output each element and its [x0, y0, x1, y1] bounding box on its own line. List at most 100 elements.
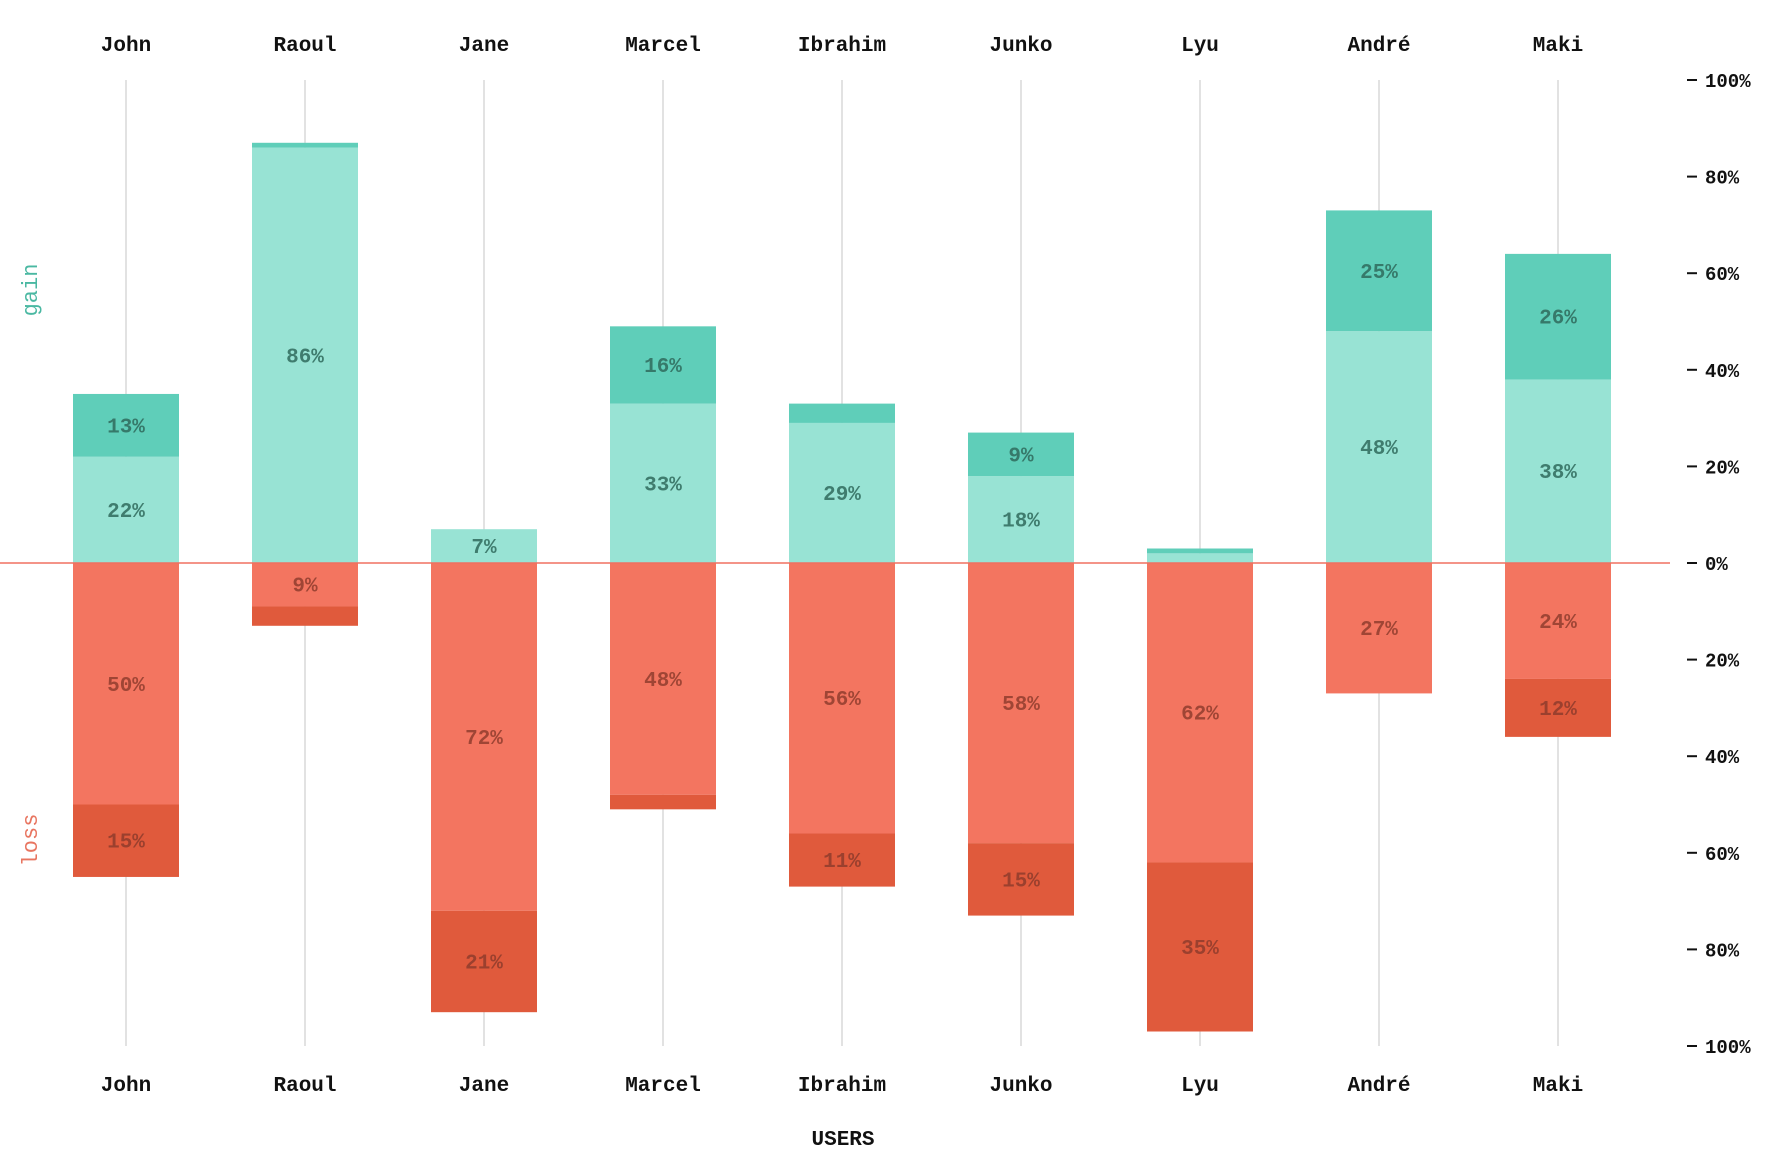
user-label-bottom: Lyu: [1181, 1075, 1219, 1098]
gain-bar-segment: [73, 456, 179, 563]
loss-label: loss: [19, 814, 44, 867]
value-label: 58%: [1002, 694, 1040, 717]
loss-bar-segment: [73, 804, 179, 877]
y-tick-label: 40%: [1705, 361, 1740, 383]
value-label: 9%: [292, 576, 318, 599]
value-label: 11%: [823, 851, 861, 874]
value-label: 18%: [1002, 511, 1040, 534]
bars: [73, 142, 1611, 1032]
value-label: 38%: [1539, 462, 1577, 485]
loss-bar-segment: [1505, 678, 1611, 737]
value-label: 15%: [1002, 870, 1040, 893]
value-label: 35%: [1181, 938, 1219, 961]
value-label: 62%: [1181, 704, 1219, 727]
user-label-top: Jane: [459, 35, 509, 58]
user-label-top: Raoul: [273, 35, 336, 58]
x-axis-title: USERS: [811, 1129, 874, 1152]
loss-bar-segment: [610, 563, 716, 795]
gain-bar-segment: [1147, 553, 1253, 563]
gain-bar-segment: [610, 403, 716, 563]
value-label: 27%: [1360, 619, 1398, 642]
gain-bar-segment: [789, 403, 895, 423]
y-tick-label: 20%: [1705, 651, 1740, 673]
loss-bar-segment: [1147, 563, 1253, 863]
loss-bar-segment: [968, 563, 1074, 844]
y-tick-label: 80%: [1705, 940, 1740, 962]
value-label: 33%: [644, 474, 682, 497]
value-label: 48%: [644, 670, 682, 693]
gain-bar-segment: [1326, 210, 1432, 332]
user-label-bottom: Jane: [459, 1075, 509, 1098]
value-label: 12%: [1539, 699, 1577, 722]
top-user-labels: John Raoul Jane Marcel Ibrahim Junko Lyu André M…: [101, 35, 1583, 58]
user-label-bottom: Marcel: [625, 1075, 701, 1098]
y-tick-label: 0%: [1705, 554, 1728, 576]
user-label-bottom: Junko: [989, 1075, 1052, 1098]
loss-bar-segment: [252, 563, 358, 607]
user-label-top: Lyu: [1181, 35, 1219, 58]
y-tick-label: 40%: [1705, 747, 1740, 769]
y-tick-label: 100%: [1705, 71, 1751, 93]
gain-bar-segment: [1505, 379, 1611, 563]
loss-bar-segment: [431, 910, 537, 1013]
gain-bar-segment: [1326, 331, 1432, 563]
gain-bar-segment: [968, 432, 1074, 477]
value-label: 29%: [823, 484, 861, 507]
user-label-top: John: [101, 35, 151, 58]
user-label-top: Maki: [1533, 35, 1583, 58]
user-label-top: Marcel: [625, 35, 701, 58]
user-label-bottom: Maki: [1533, 1075, 1583, 1098]
loss-bar-segment: [789, 833, 895, 887]
value-label: 16%: [644, 356, 682, 379]
gain-bar-segment: [789, 422, 895, 563]
value-label: 56%: [823, 689, 861, 712]
loss-bar-segment: [789, 563, 895, 834]
user-label-bottom: Ibrahim: [798, 1075, 886, 1098]
gain-bar-segment: [73, 393, 179, 457]
gain-label: gain: [19, 264, 44, 317]
y-axis: 100% 80% 60% 40% 20% 0% 20% 40% 60% 80% 100%: [1687, 71, 1751, 1059]
loss-bar-segment: [968, 843, 1074, 916]
loss-bar-segment: [610, 794, 716, 810]
user-label-top: Ibrahim: [798, 35, 886, 58]
value-label: 9%: [1008, 445, 1034, 468]
y-tick-label: 80%: [1705, 168, 1740, 190]
gain-bar-segment: [431, 529, 537, 563]
gain-bar-segment: [1147, 548, 1253, 554]
value-label: 24%: [1539, 612, 1577, 635]
loss-bar-segment: [73, 563, 179, 805]
value-label: 7%: [471, 537, 497, 560]
loss-bar-segment: [1147, 862, 1253, 1032]
value-label: 86%: [286, 346, 324, 369]
user-label-bottom: André: [1347, 1075, 1410, 1098]
user-label-bottom: John: [101, 1075, 151, 1098]
loss-bar-segment: [252, 606, 358, 626]
gain-bar-segment: [1505, 253, 1611, 380]
value-labels: 22% 13% 50% 15% 86% 9% 7% 72% 21% 33% 16% 48% 29% 56%…: [107, 262, 1577, 976]
value-label: 21%: [465, 952, 503, 975]
value-label: 15%: [107, 832, 145, 855]
loss-bar-segment: [1505, 563, 1611, 679]
y-tick-label: 60%: [1705, 264, 1740, 286]
value-label: 22%: [107, 501, 145, 524]
user-label-bottom: Raoul: [273, 1075, 336, 1098]
value-label: 48%: [1360, 438, 1398, 461]
y-tick-label: 20%: [1705, 457, 1740, 479]
y-tick-label: 60%: [1705, 844, 1740, 866]
gain-bar-segment: [968, 476, 1074, 563]
value-label: 72%: [465, 728, 503, 751]
loss-bar-segment: [431, 563, 537, 911]
user-label-top: André: [1347, 35, 1410, 58]
value-label: 26%: [1539, 308, 1577, 331]
value-label: 50%: [107, 675, 145, 698]
loss-bar-segment: [1326, 563, 1432, 694]
value-label: 25%: [1360, 262, 1398, 285]
value-label: 13%: [107, 416, 145, 439]
user-label-top: Junko: [989, 35, 1052, 58]
gain-bar-segment: [610, 326, 716, 404]
gain-bar-segment: [252, 142, 358, 148]
bottom-user-labels: John Raoul Jane Marcel Ibrahim Junko Lyu André M…: [101, 1075, 1583, 1098]
gain-bar-segment: [252, 147, 358, 563]
y-tick-label: 100%: [1705, 1037, 1751, 1059]
